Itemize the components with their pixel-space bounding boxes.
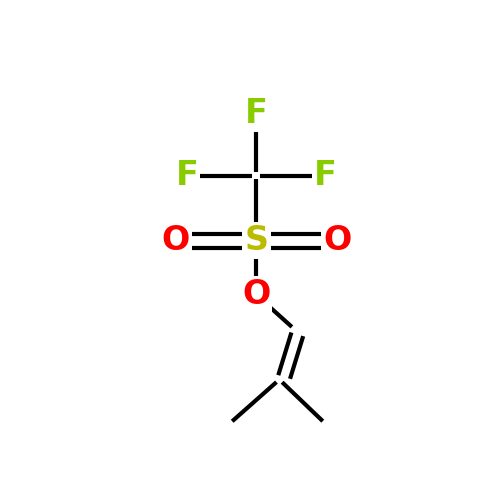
Text: O: O <box>242 278 270 312</box>
Text: O: O <box>162 224 190 258</box>
Text: S: S <box>244 224 268 258</box>
Text: F: F <box>314 159 337 192</box>
Text: F: F <box>176 159 199 192</box>
Text: O: O <box>323 224 351 258</box>
Text: F: F <box>245 98 268 130</box>
